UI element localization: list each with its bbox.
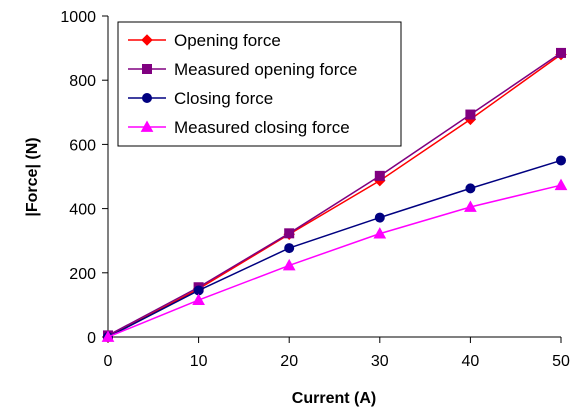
series-2 [103, 155, 566, 342]
legend-label-2: Closing force [174, 89, 273, 108]
axes: 0 10 20 30 40 50 0 200 400 600 800 1000 [60, 9, 570, 370]
series-layer [101, 47, 568, 343]
series-3-point-2 [282, 258, 296, 271]
x-axis-title: Current (A) [292, 390, 376, 407]
y-tick-label-4: 800 [69, 73, 96, 90]
series-3-point-0 [101, 330, 115, 342]
legend-label-0: Opening force [174, 31, 281, 50]
series-3-point-1 [192, 293, 205, 305]
series-3-point-5 [554, 178, 568, 191]
series-1-point-2 [284, 228, 295, 239]
series-0-line [107, 53, 562, 338]
series-3-point-4 [464, 200, 477, 212]
x-tick-label-5: 50 [552, 353, 570, 370]
x-tick-label-2: 20 [280, 353, 298, 370]
series-3 [101, 178, 568, 342]
y-tick-label-5: 1000 [60, 9, 96, 26]
series-2-point-4 [465, 183, 476, 194]
y-tick-label-0: 0 [87, 330, 96, 347]
series-2-point-3 [374, 212, 385, 223]
x-tick-label-0: 0 [104, 353, 113, 370]
series-1-line [107, 52, 562, 337]
legend: Opening force Measured opening force Closi… [117, 21, 402, 147]
legend-box [117, 21, 402, 147]
legend-label-1: Measured opening force [174, 60, 357, 79]
series-1-point-5 [556, 47, 566, 58]
series-1-point-4 [465, 109, 476, 120]
series-2-point-5 [556, 155, 566, 166]
legend-marker-0 [141, 34, 153, 46]
y-axis-title: |Force| (N) [24, 137, 41, 216]
series-3-point-3 [373, 227, 387, 239]
legend-marker-1 [142, 64, 152, 74]
series-2-line [107, 159, 562, 338]
y-tick-label-1: 200 [69, 266, 96, 283]
x-tick-label-4: 40 [462, 353, 480, 370]
y-tick-label-2: 400 [69, 202, 96, 219]
x-tick-label-1: 10 [190, 353, 208, 370]
y-tick-label-3: 600 [69, 137, 96, 154]
series-2-point-2 [284, 243, 295, 254]
series-3-line [107, 184, 562, 338]
legend-marker-3 [140, 120, 154, 132]
x-tick-label-3: 30 [371, 353, 389, 370]
legend-label-3: Measured closing force [174, 118, 350, 137]
legend-marker-2 [142, 93, 152, 103]
series-1-point-3 [374, 170, 385, 181]
